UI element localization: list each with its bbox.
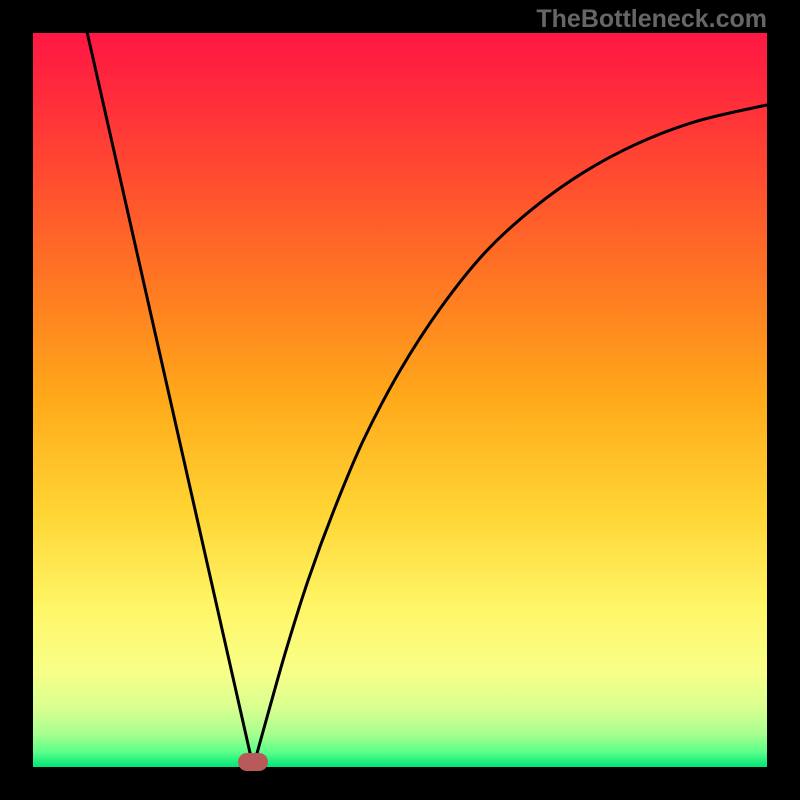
plot-area	[33, 33, 767, 767]
optimal-point-marker	[238, 753, 268, 771]
chart-container: TheBottleneck.com	[0, 0, 800, 800]
bottleneck-curve	[33, 33, 767, 767]
watermark-text: TheBottleneck.com	[536, 5, 767, 34]
